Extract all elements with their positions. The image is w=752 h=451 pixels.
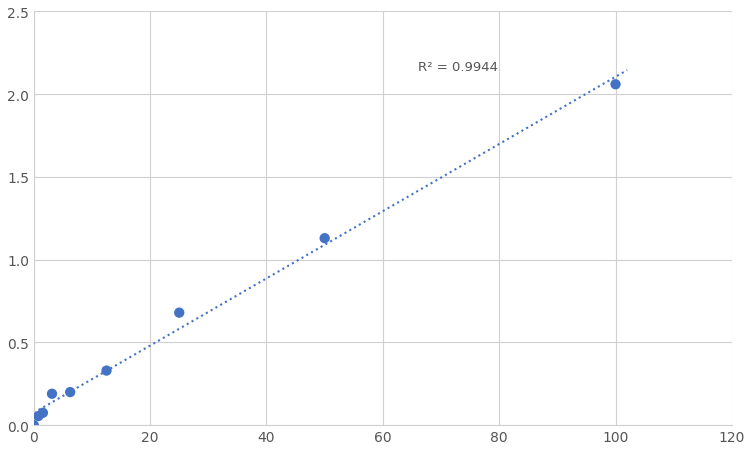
Point [319, 235, 331, 242]
Text: R² = 0.9944: R² = 0.9944 [418, 60, 498, 74]
Point [37, 409, 49, 416]
Point [173, 309, 185, 317]
Point [46, 390, 58, 397]
Point [101, 367, 113, 374]
Point [32, 413, 44, 420]
Point [610, 82, 622, 89]
Point [28, 422, 40, 429]
Point [64, 389, 76, 396]
